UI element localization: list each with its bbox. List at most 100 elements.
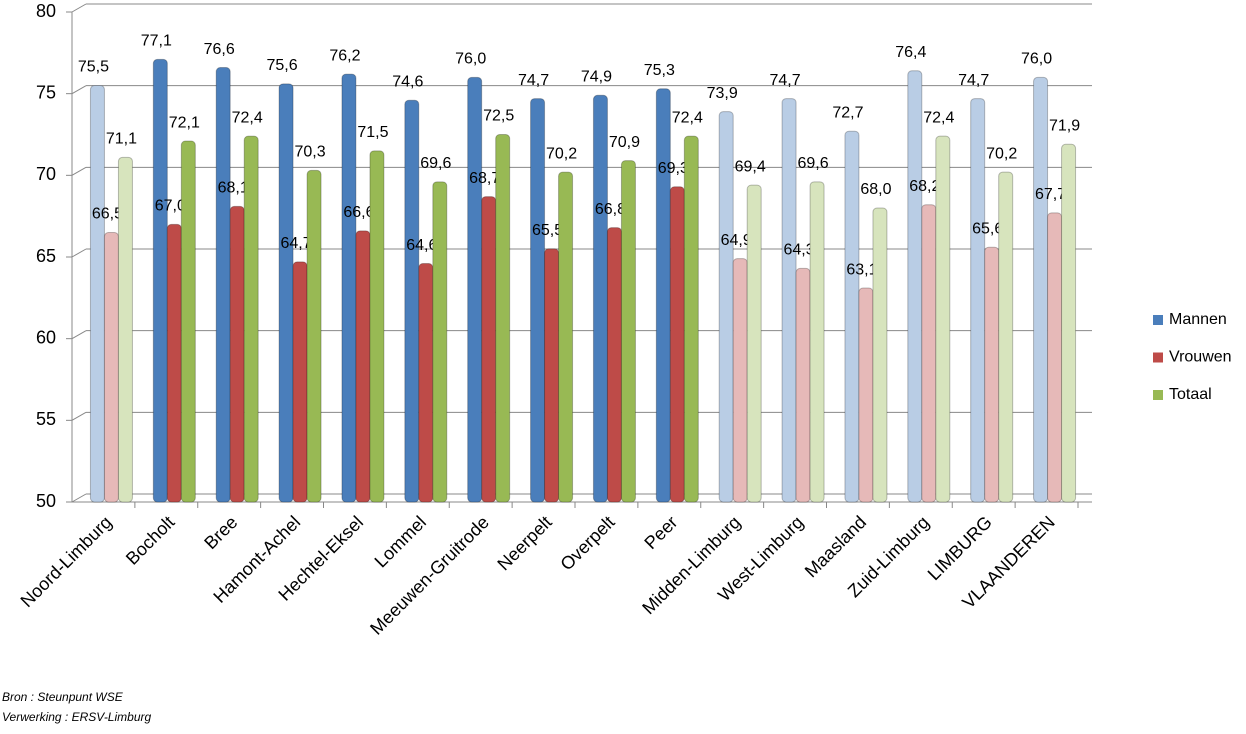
data-label: 75,3 [644, 62, 675, 79]
data-label: 77,1 [141, 33, 172, 50]
data-label: 64,9 [721, 232, 752, 249]
bar [229, 205, 245, 503]
bar [620, 160, 636, 503]
y-tick-label: 80 [36, 1, 56, 21]
data-label: 72,1 [169, 114, 200, 131]
x-tick-label: Overpelt [556, 512, 618, 574]
bar [180, 140, 196, 503]
data-label: 76,0 [455, 51, 486, 68]
data-label: 69,6 [797, 155, 828, 172]
data-label: 72,4 [232, 109, 263, 126]
data-label: 64,7 [280, 235, 311, 252]
data-label: 71,1 [106, 131, 137, 148]
bar [355, 230, 371, 503]
bar [732, 258, 748, 503]
legend-swatch [1153, 390, 1163, 400]
bar [530, 98, 546, 503]
bar [432, 181, 448, 503]
data-label: 69,3 [658, 160, 689, 177]
data-label: 76,4 [895, 44, 926, 61]
bar [907, 70, 923, 503]
bar [369, 150, 385, 503]
y-tick-label: 60 [36, 327, 56, 347]
bar [278, 83, 294, 503]
data-label: 69,4 [735, 158, 766, 175]
bar [89, 85, 105, 503]
data-label: 76,2 [329, 47, 360, 64]
bar [655, 88, 671, 503]
data-label: 72,4 [923, 109, 954, 126]
data-label: 65,6 [972, 220, 1003, 237]
data-label: 74,9 [581, 69, 612, 86]
data-label: 70,2 [986, 145, 1017, 162]
data-label: 76,6 [204, 41, 235, 58]
bar [418, 263, 434, 503]
data-label: 74,6 [392, 73, 423, 90]
bar [970, 98, 986, 503]
data-label: 74,7 [518, 72, 549, 89]
grid-line [71, 248, 87, 258]
data-label: 74,7 [769, 72, 800, 89]
bar [858, 287, 874, 503]
legend-label: Mannen [1169, 311, 1227, 328]
data-label: 67,7 [1035, 186, 1066, 203]
data-label: 75,5 [78, 59, 109, 76]
bar [117, 156, 133, 503]
bar [306, 169, 322, 503]
grid-line [71, 166, 87, 176]
bar [844, 130, 860, 503]
source-note: Bron : Steunpunt WSE [2, 690, 124, 704]
bar [998, 171, 1014, 503]
y-tick-label: 65 [36, 246, 56, 266]
bar [1033, 76, 1049, 503]
legend-label: Vrouwen [1169, 349, 1232, 366]
data-label: 73,9 [707, 85, 738, 102]
x-tick-label: Noord-Limburg [17, 512, 116, 611]
data-label: 72,5 [483, 108, 514, 125]
data-label: 70,2 [546, 145, 577, 162]
grid-line [71, 493, 87, 503]
bar [152, 58, 168, 503]
bar [592, 94, 608, 503]
data-label: 76,0 [1021, 51, 1052, 68]
bar [795, 267, 811, 503]
data-label: 71,9 [1049, 118, 1080, 135]
data-label: 71,5 [357, 124, 388, 141]
data-label: 66,8 [595, 201, 626, 218]
bar [669, 186, 685, 503]
x-tick-label: Bree [200, 512, 241, 553]
x-tick-label: Bocholt [122, 512, 179, 569]
x-tick-label: Meeuwen-Gruitrode [366, 512, 493, 639]
y-tick-label: 55 [36, 409, 56, 429]
data-label: 63,1 [846, 261, 877, 278]
data-label: 74,7 [958, 72, 989, 89]
bar [215, 67, 231, 503]
bar [292, 261, 308, 503]
bar [467, 76, 483, 503]
data-label: 68,1 [218, 180, 249, 197]
legend-swatch [1153, 352, 1163, 363]
bar [558, 171, 574, 503]
bar [921, 204, 937, 503]
data-label: 70,9 [609, 134, 640, 151]
processing-note: Verwerking : ERSV-Limburg [2, 710, 151, 724]
data-label: 68,2 [909, 178, 940, 195]
data-label: 68,0 [860, 181, 891, 198]
y-tick-label: 50 [36, 491, 56, 511]
bar [746, 184, 762, 503]
bar [404, 99, 420, 503]
bar [781, 98, 797, 503]
bar [935, 135, 951, 503]
bar [243, 135, 259, 503]
data-label: 75,6 [266, 57, 297, 74]
x-tick-label: Neerpelt [493, 512, 555, 574]
grid-line [71, 85, 87, 95]
grid-line [71, 330, 87, 340]
y-tick-label: 70 [36, 164, 56, 184]
grid-line [71, 411, 87, 421]
y-tick-label: 75 [36, 82, 56, 102]
bar [606, 227, 622, 503]
bar [481, 196, 497, 503]
bar [809, 181, 825, 503]
